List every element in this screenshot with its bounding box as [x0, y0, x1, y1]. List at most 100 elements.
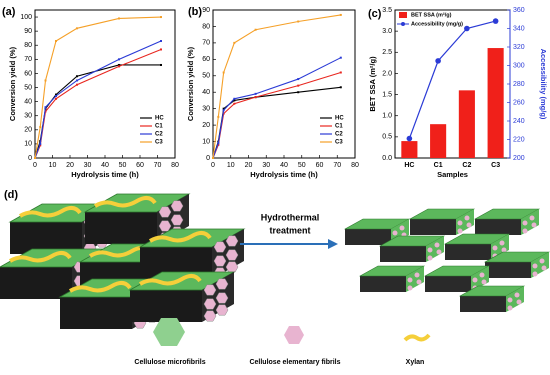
x-tick-label: HC [404, 162, 414, 169]
y-tick-label: 70 [24, 56, 32, 63]
x-axis-title: Hydrolysis time (h) [71, 170, 139, 179]
x-tick-label: C2 [462, 162, 471, 169]
y2-tick-label: 340 [513, 25, 525, 32]
point [297, 20, 300, 23]
point [464, 25, 470, 32]
x-tick-label: 40 [280, 162, 288, 169]
y-axis-title: BET SSA (m²/g) [368, 56, 377, 112]
point [76, 27, 78, 30]
fibril-bundle [474, 208, 540, 236]
arrowhead [328, 239, 338, 249]
point [76, 75, 78, 78]
point [76, 83, 78, 86]
fibril-bundle [359, 265, 425, 293]
y-tick-label: 60 [24, 70, 32, 77]
legend-label: BET SSA (m²/g) [411, 11, 452, 18]
x-tick-label: 80 [351, 162, 359, 169]
point [160, 40, 162, 43]
y-tick-label: 2.0 [382, 70, 392, 77]
point [254, 28, 257, 31]
y2-tick-label: 220 [513, 136, 525, 143]
x-tick-label: 30 [84, 162, 92, 169]
point [233, 41, 236, 44]
point [339, 56, 342, 59]
legend-label: HC [335, 116, 344, 122]
legend-swatch [399, 12, 407, 18]
series-line [408, 20, 496, 139]
bar [458, 90, 475, 158]
x-tick-label: 60 [316, 162, 324, 169]
x-axis-title: Hydrolysis time (h) [250, 170, 318, 179]
point [297, 84, 300, 87]
legend-label: Xylan [406, 359, 425, 366]
y2-axis-title: Accessibility (mg/g) [539, 49, 548, 120]
x-tick-label: 30 [262, 162, 270, 169]
x-tick-label: 10 [49, 162, 57, 169]
y-tick-label: 40 [24, 98, 32, 105]
point [44, 79, 47, 82]
series-line [34, 40, 162, 159]
series-line [34, 64, 161, 159]
legend-label: Cellulose elementary fibrils [249, 359, 340, 366]
y-tick-label: 40 [202, 89, 210, 96]
y-tick-label: 3.0 [382, 28, 392, 35]
point [55, 94, 57, 97]
y2-tick-label: 200 [513, 155, 525, 162]
legend-label: Accessibility (mg/g) [411, 21, 463, 27]
y2-tick-label: 280 [513, 81, 525, 88]
point [297, 78, 300, 81]
point [160, 48, 162, 51]
y-tick-label: 3.5 [382, 7, 392, 14]
microfibril-bundle [130, 272, 234, 322]
series-line [212, 86, 341, 159]
y2-tick-label: 360 [513, 7, 525, 14]
point [118, 58, 120, 61]
point [39, 142, 42, 145]
series-line [34, 16, 162, 159]
point [435, 58, 441, 64]
panel-label: (c) [368, 8, 382, 20]
y2-tick-label: 320 [513, 44, 525, 51]
point [339, 13, 342, 16]
y-tick-label: 30 [202, 106, 210, 113]
point [217, 143, 220, 146]
x-tick-label: 70 [154, 162, 162, 169]
point [222, 71, 225, 74]
point [222, 109, 225, 112]
point [55, 40, 57, 43]
x-tick-label: 80 [171, 162, 179, 169]
diagram: (d) Hydrothermal treatment Cellulose mic… [0, 189, 550, 366]
point [406, 135, 413, 142]
legend-label: C1 [155, 124, 163, 130]
bar [401, 141, 418, 158]
y-tick-label: 60 [202, 56, 210, 63]
legend-label: C3 [335, 140, 343, 146]
x-tick-label: 10 [227, 162, 235, 169]
y-tick-label: 0.5 [382, 134, 392, 141]
point [492, 18, 499, 24]
y-tick-label: 50 [24, 84, 32, 91]
panel-label: (b) [188, 6, 202, 18]
point [160, 63, 162, 66]
point [76, 79, 78, 82]
x-tick-label: 60 [136, 162, 144, 169]
legend-label: C2 [155, 132, 163, 138]
x-tick-label: C1 [434, 162, 443, 169]
point [254, 92, 257, 95]
fibril-bundle [409, 208, 475, 236]
bar [487, 48, 504, 158]
legend-microfibril-icon [153, 318, 185, 346]
point [55, 93, 57, 96]
point [118, 17, 120, 20]
y2-tick-label: 260 [513, 99, 525, 106]
y-tick-label: 20 [24, 127, 32, 134]
x-tick-label: 20 [245, 162, 253, 169]
point [297, 91, 300, 94]
y2-tick-label: 300 [513, 62, 525, 69]
point [34, 157, 36, 159]
arrow-label: Hydrothermal [261, 212, 320, 222]
x-tick-label: 50 [298, 162, 306, 169]
legend-label: C2 [335, 132, 343, 138]
y-axis-title: Conversion yield (%) [186, 46, 195, 121]
